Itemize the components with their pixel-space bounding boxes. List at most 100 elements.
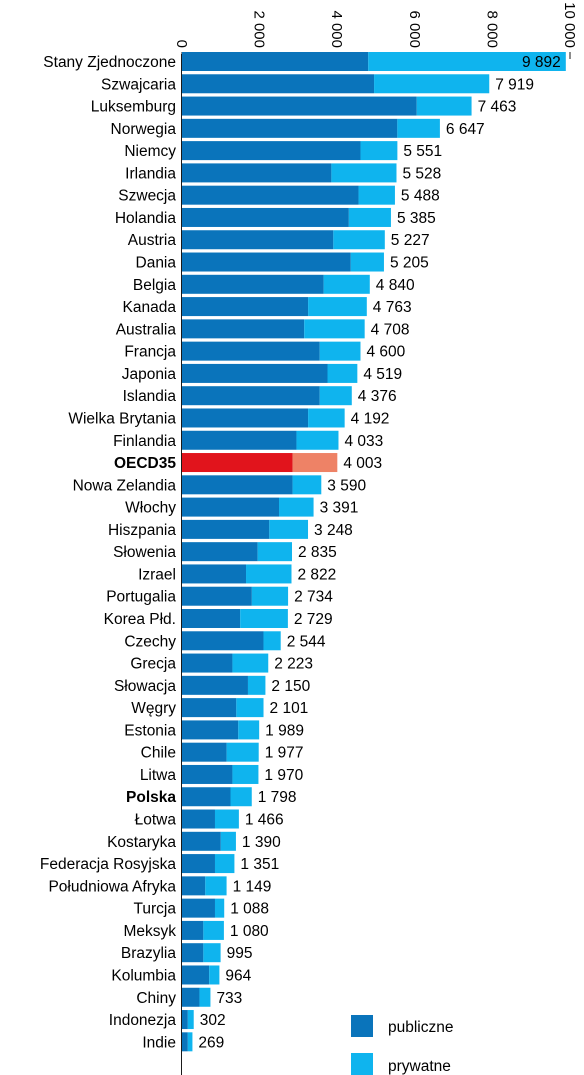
bar-segment-prywatne-indie bbox=[187, 1032, 193, 1052]
value-label-kostaryka: 1 390 bbox=[242, 834, 281, 851]
bar-segment-publiczne-francja bbox=[182, 341, 320, 361]
bar-segment-prywatne-federacja-rosyjska bbox=[214, 854, 235, 874]
bar-segment-prywatne-turcja bbox=[214, 898, 225, 918]
value-label-stany-zjednoczone: 9 892 bbox=[522, 54, 561, 71]
category-label-irlandia: Irlandia bbox=[125, 165, 176, 182]
bar-segment-prywatne-holandia bbox=[348, 207, 391, 227]
bar-segment-prywatne-nowa-zelandia bbox=[292, 475, 322, 495]
bar-segment-prywatne-islandia bbox=[319, 386, 352, 406]
category-label-chiny: Chiny bbox=[136, 990, 176, 1007]
x-tick-label: 4 000 bbox=[328, 10, 345, 48]
value-label-francja: 4 600 bbox=[366, 344, 405, 361]
bar-segment-publiczne-estonia bbox=[182, 720, 239, 740]
bar-segment-publiczne-poludniowa-afryka bbox=[182, 876, 206, 896]
bar-segment-publiczne-japonia bbox=[182, 363, 328, 383]
value-label-wielka-brytania: 4 192 bbox=[351, 410, 390, 427]
bar-segment-publiczne-slowenia bbox=[182, 542, 258, 562]
bar-segment-prywatne-hiszpania bbox=[269, 519, 309, 539]
bar-segment-prywatne-wlochy bbox=[279, 497, 314, 517]
bar-segment-prywatne-australia bbox=[304, 319, 365, 339]
category-label-holandia: Holandia bbox=[115, 210, 177, 227]
value-label-wlochy: 3 391 bbox=[320, 500, 359, 517]
category-label-grecja: Grecja bbox=[130, 656, 176, 673]
bar-segment-publiczne-stany-zjednoczone bbox=[182, 52, 369, 71]
bar-segment-prywatne-finlandia bbox=[296, 430, 339, 450]
bar-segment-publiczne-norwegia bbox=[182, 118, 398, 138]
bar-segment-publiczne-szwecja bbox=[182, 185, 359, 205]
category-labels: Stany Zjednoczone Szwajcaria Luksemburg Nor… bbox=[40, 54, 176, 1051]
value-label-grecja: 2 223 bbox=[274, 656, 313, 673]
category-label-poludniowa-afryka: Południowa Afryka bbox=[48, 878, 176, 895]
value-label-islandia: 4 376 bbox=[358, 388, 397, 405]
bar-segment-publiczne-izrael bbox=[182, 564, 247, 584]
bar-segment-prywatne-chile bbox=[226, 742, 259, 762]
bar-segment-prywatne-estonia bbox=[238, 720, 260, 740]
bar-segment-publiczne-chile bbox=[182, 742, 227, 762]
value-label-norwegia: 6 647 bbox=[446, 121, 485, 138]
category-label-wlochy: Włochy bbox=[125, 500, 176, 517]
value-label-australia: 4 708 bbox=[371, 321, 410, 338]
bar-segment-publiczne-lotwa bbox=[182, 809, 215, 829]
category-label-kanada: Kanada bbox=[123, 299, 177, 316]
value-label-kolumbia: 964 bbox=[225, 967, 251, 984]
value-label-nowa-zelandia: 3 590 bbox=[327, 477, 366, 494]
category-label-australia: Australia bbox=[116, 321, 177, 338]
bar-segment-publiczne-polska bbox=[182, 787, 231, 807]
bar-segment-publiczne-austria bbox=[182, 230, 334, 250]
category-label-slowacja: Słowacja bbox=[114, 678, 176, 695]
value-label-czechy: 2 544 bbox=[287, 633, 326, 650]
category-label-francja: Francja bbox=[124, 344, 176, 361]
bar-segment-prywatne-stany-zjednoczone bbox=[368, 52, 566, 71]
value-label-estonia: 1 989 bbox=[265, 722, 304, 739]
value-label-luksemburg: 7 463 bbox=[478, 99, 517, 116]
value-label-polska: 1 798 bbox=[258, 789, 297, 806]
bar-segment-publiczne-meksyk bbox=[182, 920, 204, 940]
bar-segment-prywatne-indonezja bbox=[187, 1010, 194, 1030]
category-label-islandia: Islandia bbox=[123, 388, 177, 405]
bar-segment-publiczne-irlandia bbox=[182, 163, 332, 183]
category-label-niemcy: Niemcy bbox=[124, 143, 176, 160]
legend-swatch-publiczne bbox=[351, 1015, 373, 1037]
value-label-portugalia: 2 734 bbox=[294, 589, 333, 606]
bar-segment-publiczne-hiszpania bbox=[182, 519, 270, 539]
category-label-czechy: Czechy bbox=[124, 633, 176, 650]
value-label-chiny: 733 bbox=[216, 990, 242, 1007]
bar-segment-prywatne-szwajcaria bbox=[374, 74, 490, 94]
bar-segment-publiczne-kanada bbox=[182, 297, 309, 317]
category-label-portugalia: Portugalia bbox=[106, 589, 176, 606]
bar-segment-prywatne-japonia bbox=[327, 363, 358, 383]
bar-segment-publiczne-slowacja bbox=[182, 675, 248, 695]
value-label-izrael: 2 822 bbox=[297, 566, 336, 583]
value-label-oecd35: 4 003 bbox=[343, 455, 382, 472]
bar-segment-prywatne-norwegia bbox=[397, 118, 440, 138]
x-tick-label: 10 000 bbox=[561, 2, 578, 48]
value-label-lotwa: 1 466 bbox=[245, 812, 284, 829]
category-label-wegry: Węgry bbox=[131, 700, 176, 717]
category-label-oecd35: OECD35 bbox=[114, 455, 176, 472]
bar-segment-prywatne-portugalia bbox=[251, 586, 289, 606]
bar-segment-publiczne-niemcy bbox=[182, 141, 361, 161]
category-label-indonezja: Indonezja bbox=[109, 1012, 177, 1029]
bar-segment-publiczne-czechy bbox=[182, 631, 264, 651]
x-tick-label: 2 000 bbox=[251, 10, 268, 48]
value-label-hiszpania: 3 248 bbox=[314, 522, 353, 539]
value-label-indonezja: 302 bbox=[200, 1012, 226, 1029]
bar-segment-publiczne-chiny bbox=[182, 987, 200, 1007]
bar-segment-prywatne-grecja bbox=[232, 653, 269, 673]
category-label-chile: Chile bbox=[141, 745, 176, 762]
bars-group bbox=[182, 52, 566, 1052]
category-label-luksemburg: Luksemburg bbox=[91, 99, 176, 116]
value-label-finlandia: 4 033 bbox=[344, 433, 383, 450]
x-axis-ticks: 0 2 000 4 000 6 000 8 000 10 000 bbox=[173, 2, 578, 59]
x-tick-label: 8 000 bbox=[483, 10, 500, 48]
category-label-norwegia: Norwegia bbox=[111, 121, 177, 138]
category-label-slowenia: Słowenia bbox=[113, 544, 176, 561]
value-label-indie: 269 bbox=[198, 1034, 224, 1051]
bar-segment-prywatne-niemcy bbox=[360, 141, 398, 161]
category-label-litwa: Litwa bbox=[140, 767, 177, 784]
value-label-korea-pld: 2 729 bbox=[294, 611, 333, 628]
bar-segment-publiczne-brazylia bbox=[182, 943, 204, 963]
bar-segment-publiczne-szwajcaria bbox=[182, 74, 375, 94]
value-label-slowacja: 2 150 bbox=[271, 678, 310, 695]
